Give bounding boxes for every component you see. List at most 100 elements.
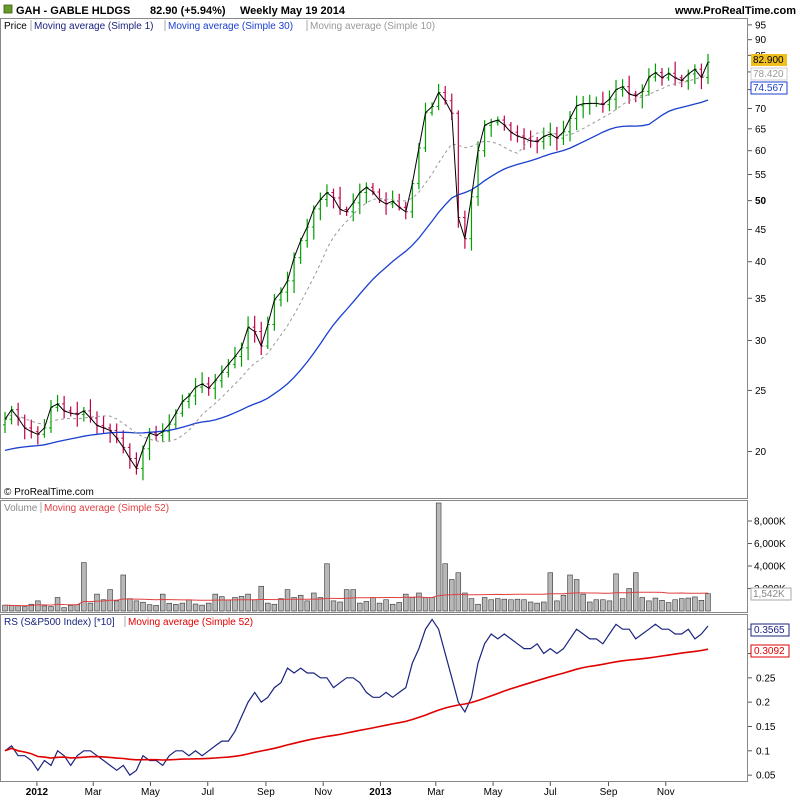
volume-bar — [179, 602, 186, 612]
rs-tick-label: 0.1 — [756, 746, 770, 757]
rs-tick-label: 0.25 — [756, 673, 776, 684]
price-tick-label: 35 — [755, 294, 767, 305]
volume-bar — [61, 607, 67, 612]
rs-tick-label: 0.05 — [756, 771, 776, 782]
volume-bar — [619, 598, 626, 612]
volume-bar — [238, 596, 245, 612]
rs-tick-label: 0.15 — [756, 722, 776, 733]
volume-bar — [685, 597, 691, 612]
volume-bar — [100, 599, 107, 612]
volume-bar — [672, 599, 678, 612]
volume-bar — [527, 601, 534, 612]
volume-last-label: 1,542K — [753, 589, 785, 600]
volume-bar — [422, 597, 429, 612]
legend-ma10: Moving average (Simple 10) — [310, 21, 435, 32]
rs-line — [4, 618, 709, 776]
volume-bar — [442, 563, 448, 612]
volume-bar — [639, 597, 645, 612]
volume-bar — [363, 601, 370, 612]
volume-bar — [508, 599, 514, 612]
price-tick-label: 55 — [755, 170, 767, 181]
volume-bar — [330, 600, 337, 612]
ma10-last-label: 78.420 — [753, 69, 784, 80]
volume-bar — [28, 603, 34, 612]
volume-bar — [475, 603, 481, 612]
volume-bar — [396, 602, 402, 612]
rs-last-labels: 0.3565 0.3092 — [750, 623, 790, 658]
volume-bar — [304, 600, 310, 612]
volume-bar — [705, 593, 711, 612]
legend-volume-ma: Moving average (Simple 52) — [44, 503, 169, 514]
price-tick-label: 60 — [755, 146, 767, 157]
volume-bar — [541, 601, 547, 612]
volume-bar — [159, 593, 166, 612]
volume-bar — [284, 589, 291, 612]
volume-bar — [166, 602, 172, 612]
volume-bar — [429, 597, 435, 612]
volume-bar — [173, 604, 179, 612]
volume-bar — [343, 589, 350, 612]
rs-panel — [0, 614, 748, 782]
volume-bar — [600, 599, 606, 612]
volume-bar — [646, 600, 652, 612]
volume-bar — [514, 598, 521, 612]
volume-last-labels: 1,542K — [750, 587, 792, 601]
volume-bar — [146, 604, 153, 612]
price-tick-label: 50 — [755, 196, 767, 207]
volume-bar — [534, 602, 540, 612]
x-tick-label: 2013 — [369, 787, 392, 798]
legend-ma1: Moving average (Simple 1) — [34, 21, 154, 32]
x-tick-label: Nov — [657, 787, 675, 798]
volume-last-box — [750, 587, 792, 601]
volume-bar — [113, 600, 120, 612]
x-tick-label: Jul — [544, 787, 557, 798]
volume-bar — [127, 598, 133, 612]
price-tick-label: 65 — [755, 124, 767, 135]
volume-bar — [416, 592, 422, 612]
volume-bar — [481, 597, 488, 612]
ma1-line — [4, 62, 709, 470]
volume-bar — [495, 598, 501, 612]
volume-bar — [225, 599, 232, 612]
volume-bar — [455, 572, 462, 612]
volume-bar — [258, 585, 264, 612]
volume-bar — [593, 599, 600, 612]
price-tick-label: 25 — [755, 386, 767, 397]
volume-bar — [41, 605, 48, 612]
volume-bar — [337, 601, 343, 612]
ma10-last-box — [750, 67, 788, 81]
volume-bar — [488, 599, 494, 612]
legend-rs-ma: Moving average (Simple 52) — [128, 617, 253, 628]
volume-bar — [350, 589, 356, 612]
volume-ma-line — [4, 591, 709, 607]
x-tick-label: May — [484, 787, 503, 798]
volume-bar — [554, 600, 560, 612]
volume-bar — [186, 599, 192, 612]
volume-bar — [153, 605, 159, 612]
volume-series — [2, 502, 711, 612]
volume-tick-label: 6,000K — [754, 539, 786, 550]
x-tick-label: Sep — [257, 787, 275, 798]
volume-bar — [245, 593, 251, 612]
volume-bar — [376, 602, 383, 612]
price-tick-label: 20 — [755, 447, 767, 458]
volume-bar — [652, 597, 659, 612]
volume-legend: Volume Moving average (Simple 52) — [4, 502, 169, 514]
site-name: www.ProRealTime.com — [674, 5, 796, 17]
volume-bar — [659, 600, 665, 612]
volume-bar — [692, 596, 698, 612]
rs-legend: RS (S&P500 Index) [*10] Moving average (… — [4, 616, 253, 628]
volume-bar — [48, 606, 54, 612]
price-tick-label: 95 — [755, 20, 767, 31]
volume-bar — [8, 605, 15, 612]
volume-bar — [232, 597, 238, 612]
volume-bar — [120, 574, 126, 612]
volume-bar — [205, 602, 212, 612]
x-tick-label: Nov — [314, 787, 332, 798]
x-tick-label: Mar — [427, 787, 445, 798]
volume-bar — [291, 597, 297, 612]
volume-bar — [15, 605, 21, 612]
volume-bar — [389, 603, 396, 612]
volume-bar — [22, 606, 28, 612]
rs-series — [4, 618, 709, 776]
